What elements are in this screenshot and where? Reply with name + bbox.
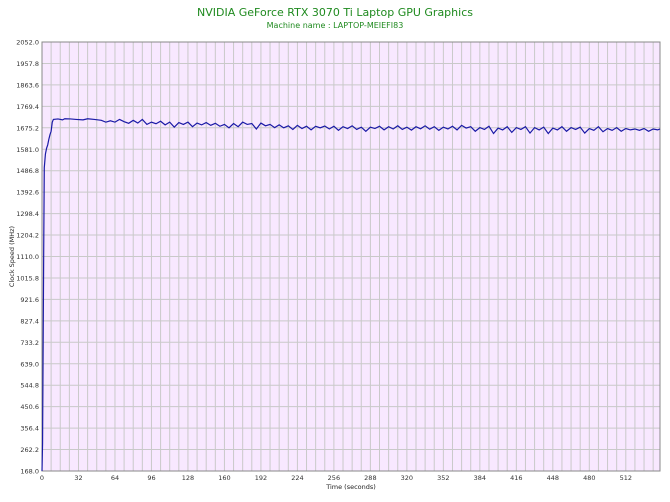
x-tick-label: 288 xyxy=(364,474,376,482)
y-tick-label: 1486.8 xyxy=(16,167,39,175)
x-tick-label: 224 xyxy=(291,474,303,482)
y-tick-label: 1769.4 xyxy=(16,103,39,111)
y-tick-label: 639.0 xyxy=(20,360,39,368)
y-tick-label: 1957.8 xyxy=(16,60,39,68)
x-tick-label: 96 xyxy=(147,474,155,482)
x-tick-label: 352 xyxy=(437,474,449,482)
y-tick-label: 921.6 xyxy=(20,296,39,304)
y-tick-label: 1204.2 xyxy=(16,232,39,240)
x-tick-label: 480 xyxy=(583,474,595,482)
y-tick-label: 1863.6 xyxy=(16,81,39,89)
y-tick-label: 450.6 xyxy=(20,403,39,411)
y-tick-label: 262.2 xyxy=(20,446,39,454)
x-tick-label: 64 xyxy=(111,474,119,482)
chart-title: NVIDIA GeForce RTX 3070 Ti Laptop GPU Gr… xyxy=(197,6,473,19)
x-tick-label: 384 xyxy=(474,474,486,482)
y-tick-label: 356.4 xyxy=(20,425,39,433)
x-tick-label: 0 xyxy=(40,474,44,482)
y-tick-label: 544.8 xyxy=(20,382,39,390)
x-tick-label: 192 xyxy=(255,474,267,482)
y-axis-label: Clock Speed (MHz) xyxy=(8,226,16,287)
y-tick-label: 827.4 xyxy=(20,317,39,325)
x-tick-label: 160 xyxy=(218,474,230,482)
x-tick-label: 320 xyxy=(401,474,413,482)
plot-border xyxy=(41,41,661,472)
series-line xyxy=(41,118,661,472)
x-tick-label: 416 xyxy=(510,474,522,482)
x-axis-label: Time (seconds) xyxy=(325,483,376,491)
x-tick-label: 32 xyxy=(74,474,82,482)
y-tick-label: 1015.8 xyxy=(16,274,39,282)
y-tick-label: 1392.6 xyxy=(16,189,39,197)
y-tick-label: 1110.0 xyxy=(16,253,39,261)
y-tick-label: 168.0 xyxy=(20,468,39,476)
x-tick-label: 448 xyxy=(547,474,559,482)
y-tick-label: 2052.0 xyxy=(16,39,39,47)
x-tick-label: 128 xyxy=(182,474,194,482)
chart-subtitle: Machine name : LAPTOP-MEIEFI83 xyxy=(266,21,404,30)
y-tick-label: 1581.0 xyxy=(16,146,39,154)
x-tick-label: 512 xyxy=(620,474,632,482)
x-tick-label: 256 xyxy=(328,474,340,482)
y-tick-label: 733.2 xyxy=(20,339,39,347)
y-tick-label: 1298.4 xyxy=(16,210,39,218)
y-tick-label: 1675.2 xyxy=(16,124,39,132)
